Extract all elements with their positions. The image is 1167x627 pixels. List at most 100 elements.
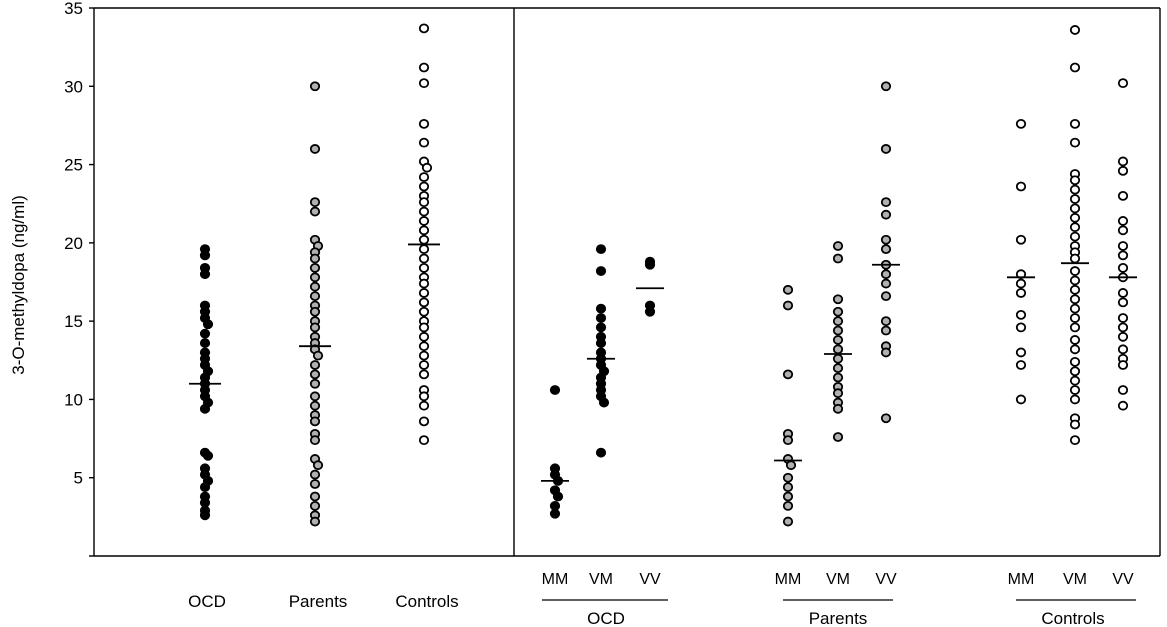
data-point <box>418 172 430 182</box>
data-point <box>595 447 607 458</box>
data-point <box>309 500 321 511</box>
point-column <box>199 244 214 521</box>
data-point <box>418 263 430 273</box>
data-point <box>595 303 607 314</box>
data-point <box>309 206 321 217</box>
y-tick-label: 25 <box>64 156 83 175</box>
data-point <box>309 469 321 480</box>
point-column <box>309 81 324 527</box>
data-point <box>309 378 321 389</box>
section-label: Controls <box>1041 609 1104 627</box>
data-point <box>418 416 430 427</box>
data-point <box>1069 344 1081 355</box>
data-points <box>199 23 1129 527</box>
data-point <box>1069 435 1081 446</box>
point-column <box>1117 78 1129 411</box>
data-point <box>832 432 844 442</box>
point-column <box>880 81 892 424</box>
data-point <box>1117 190 1129 201</box>
data-point <box>785 460 797 471</box>
point-column <box>418 23 433 446</box>
data-point <box>880 244 892 255</box>
genotype-label: VV <box>639 571 661 588</box>
data-point <box>1015 322 1027 333</box>
data-point <box>418 244 430 255</box>
data-point <box>549 508 561 519</box>
genotype-label: MM <box>775 571 802 588</box>
data-point <box>549 500 561 511</box>
point-column <box>782 284 797 527</box>
genotype-label: VM <box>826 571 850 588</box>
point-column <box>1069 25 1081 446</box>
data-point <box>1069 203 1081 214</box>
data-point <box>832 403 844 414</box>
data-point <box>418 322 430 333</box>
data-point <box>598 397 610 408</box>
data-point <box>309 81 321 92</box>
data-point <box>644 306 656 317</box>
data-point <box>1069 25 1081 35</box>
data-point <box>202 450 214 461</box>
data-point <box>309 291 321 301</box>
data-point <box>1117 288 1129 298</box>
data-point <box>1069 385 1081 395</box>
data-point <box>782 300 794 311</box>
data-point <box>832 241 844 251</box>
data-point <box>880 347 892 358</box>
group-label: Parents <box>289 592 348 611</box>
data-point <box>832 294 844 305</box>
data-point <box>549 385 561 395</box>
data-point <box>312 460 324 471</box>
data-point <box>421 162 433 173</box>
data-point <box>1117 297 1129 308</box>
data-point <box>309 435 321 446</box>
genotype-label: MM <box>542 571 569 588</box>
data-point <box>418 391 430 402</box>
data-point <box>418 360 430 370</box>
data-point <box>1069 366 1081 377</box>
data-point <box>832 253 844 264</box>
data-point <box>1069 356 1081 367</box>
data-point <box>595 313 607 323</box>
data-point <box>782 516 794 527</box>
data-point <box>1117 78 1129 89</box>
data-point <box>199 338 211 348</box>
y-axis-label: 3-O-methyldopa (ng/ml) <box>9 195 28 375</box>
data-point <box>418 341 430 352</box>
group-label: Controls <box>395 592 458 611</box>
data-point <box>832 353 844 364</box>
y-axis: 5 10 15 20 25 30 35 <box>64 0 95 557</box>
data-point <box>880 413 892 424</box>
data-point <box>199 482 211 493</box>
data-point <box>782 369 794 380</box>
data-point <box>418 297 430 308</box>
data-point <box>1117 250 1129 261</box>
data-point <box>1069 184 1081 195</box>
data-point <box>1069 194 1081 204</box>
data-point <box>832 325 844 336</box>
section-label: OCD <box>587 609 625 627</box>
data-point <box>309 144 321 154</box>
data-point <box>832 306 844 317</box>
data-point <box>832 363 844 374</box>
y-tick-label: 5 <box>74 469 83 488</box>
data-point <box>1117 400 1129 411</box>
data-point <box>418 197 430 208</box>
data-point <box>1015 181 1027 192</box>
data-point <box>418 331 430 342</box>
genotype-label: VM <box>589 571 613 588</box>
data-point <box>418 288 430 298</box>
data-point <box>1069 118 1081 129</box>
data-point <box>418 23 430 34</box>
data-point <box>309 360 321 370</box>
data-point <box>312 350 324 361</box>
data-point <box>1069 294 1081 305</box>
data-point <box>1069 275 1081 286</box>
data-point <box>1015 288 1027 298</box>
data-point <box>418 137 430 148</box>
data-point <box>1069 212 1081 223</box>
data-point <box>418 350 430 361</box>
data-point <box>418 118 430 129</box>
data-point <box>1069 322 1081 333</box>
